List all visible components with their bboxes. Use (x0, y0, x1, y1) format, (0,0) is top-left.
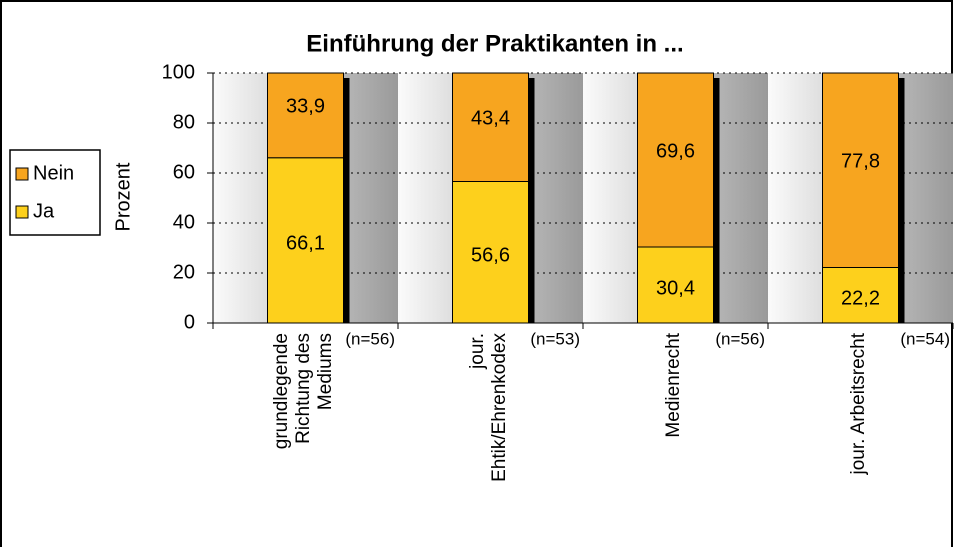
value-label: 33,9 (286, 96, 325, 118)
y-axis-label: Prozent (112, 162, 134, 231)
y-tick-label: 60 (173, 161, 195, 183)
bar-segment (267, 157, 344, 324)
legend (9, 149, 101, 236)
value-label: 69,6 (656, 140, 695, 162)
bar-shadow (528, 78, 535, 323)
legend-swatch (15, 205, 29, 219)
bar-segment (822, 72, 899, 268)
bar-segment (452, 181, 529, 324)
value-label: 43,4 (471, 108, 510, 130)
bar-shadow (713, 78, 720, 323)
legend-swatch (15, 167, 29, 181)
bar-segment (637, 72, 714, 248)
bar-shadow (343, 78, 350, 323)
sample-size: (n=54) (900, 329, 950, 348)
sample-size: (n=56) (345, 329, 395, 348)
sample-size: (n=53) (530, 329, 580, 348)
bar-segment (822, 267, 899, 324)
x-tick-label: jour. Arbeitsrecht (847, 333, 869, 475)
y-tick-label: 40 (173, 211, 195, 233)
y-tick-label: 20 (173, 261, 195, 283)
x-tick-label: jour. Ehtik/Ehrenkodex (466, 333, 510, 482)
bar-segment (452, 72, 529, 182)
value-label: 77,8 (841, 151, 880, 173)
bar-segment (637, 246, 714, 324)
value-label: 30,4 (656, 277, 695, 299)
y-tick-label: 80 (173, 111, 195, 133)
legend-label: Ja (33, 200, 55, 222)
x-tick-label: grundlegende Richtung des Mediums (270, 333, 336, 450)
value-label: 22,2 (841, 288, 880, 310)
x-tick-label: Medienrecht (662, 333, 684, 438)
bar-segment (267, 72, 344, 159)
bar-shadow (898, 78, 905, 323)
value-label: 66,1 (286, 233, 325, 255)
value-label: 56,6 (471, 245, 510, 267)
sample-size: (n=56) (715, 329, 765, 348)
chart-title: Einführung der Praktikanten in ... (306, 30, 683, 57)
legend-label: Nein (33, 162, 74, 184)
y-tick-label: 0 (184, 311, 195, 333)
y-tick-label: 100 (162, 61, 195, 83)
